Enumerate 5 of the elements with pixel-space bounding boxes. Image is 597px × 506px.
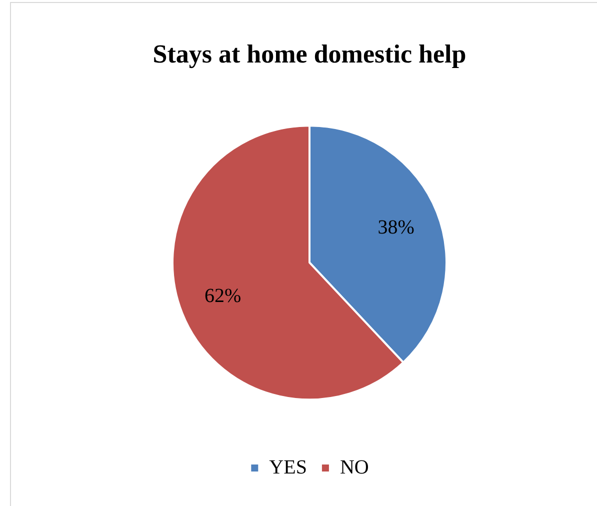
legend-label: YES (269, 456, 307, 478)
chart-title: Stays at home domestic help (152, 39, 466, 68)
data-label: 38% (378, 216, 414, 239)
legend-label: NO (340, 456, 369, 478)
data-label: 62% (204, 285, 242, 308)
